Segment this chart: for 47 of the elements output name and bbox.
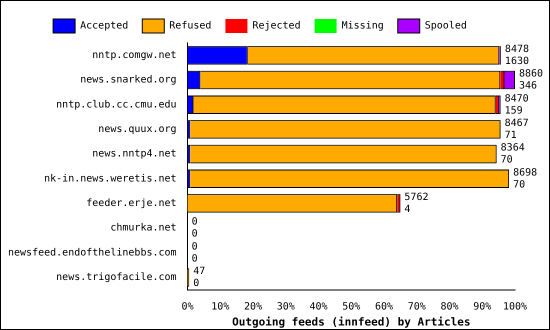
- x-tick-label: 60%: [375, 301, 394, 312]
- annotation: 70: [500, 154, 513, 166]
- annotation: 0: [192, 253, 198, 264]
- annotation: 8470: [504, 93, 529, 104]
- annotation: 0: [192, 216, 198, 228]
- x-tick-label: 100%: [502, 301, 528, 312]
- x-tick-label: 10%: [211, 301, 230, 312]
- annotation: 8467: [504, 118, 529, 129]
- annotation: 346: [519, 80, 538, 92]
- y-tick-label: news.nntp4.net: [92, 148, 177, 160]
- x-tick-label: 70%: [408, 301, 426, 312]
- legend-label: Missing: [342, 20, 384, 32]
- y-tick-label: news.quux.org: [98, 124, 177, 135]
- legend-label: Refused: [169, 20, 212, 32]
- x-tick-label: 40%: [310, 301, 328, 312]
- annotation: 5762: [404, 192, 428, 204]
- y-tick-label: news.snarked.org: [80, 74, 177, 86]
- x-tick-label: 20%: [244, 301, 262, 312]
- y-tick-label: feeder.erje.net: [86, 198, 177, 210]
- annotation: 1630: [504, 56, 530, 67]
- annotation: 0: [192, 228, 198, 240]
- annotation: 8478: [504, 44, 530, 55]
- annotation: 8860: [519, 68, 544, 80]
- annotation: 71: [504, 130, 517, 141]
- legend-label: Accepted: [80, 20, 128, 32]
- x-tick-label: 30%: [276, 301, 295, 312]
- y-tick-label: newsfeed.endofthelinebbs.com: [8, 247, 177, 258]
- y-tick-label: nntp.club.cc.cmu.edu: [56, 99, 177, 110]
- annotation: 47: [193, 266, 206, 278]
- x-axis-title: Outgoing feeds (innfeed) by Articles: [232, 315, 470, 328]
- annotation: 159: [504, 105, 523, 116]
- y-tick-label: nk-in.news.weretis.net: [44, 173, 177, 184]
- x-tick-label: 90%: [473, 301, 492, 312]
- annotation: 4: [404, 204, 410, 216]
- x-tick-label: 50%: [342, 301, 360, 312]
- annotation: 8364: [500, 142, 525, 154]
- annotation: 0: [192, 241, 198, 252]
- x-tick-label: 80%: [440, 301, 459, 312]
- y-tick-label: nntp.comgw.net: [92, 50, 177, 61]
- y-tick-label: chmurka.net: [110, 222, 177, 234]
- annotation: 70: [513, 179, 526, 190]
- annotation: 0: [193, 278, 200, 290]
- annotation: 8698: [513, 167, 538, 178]
- legend-label: Spooled: [424, 20, 467, 32]
- legend-label: Rejected: [252, 20, 301, 32]
- x-tick-label: 0%: [182, 301, 194, 312]
- y-tick-label: news.trigofacile.com: [56, 272, 177, 284]
